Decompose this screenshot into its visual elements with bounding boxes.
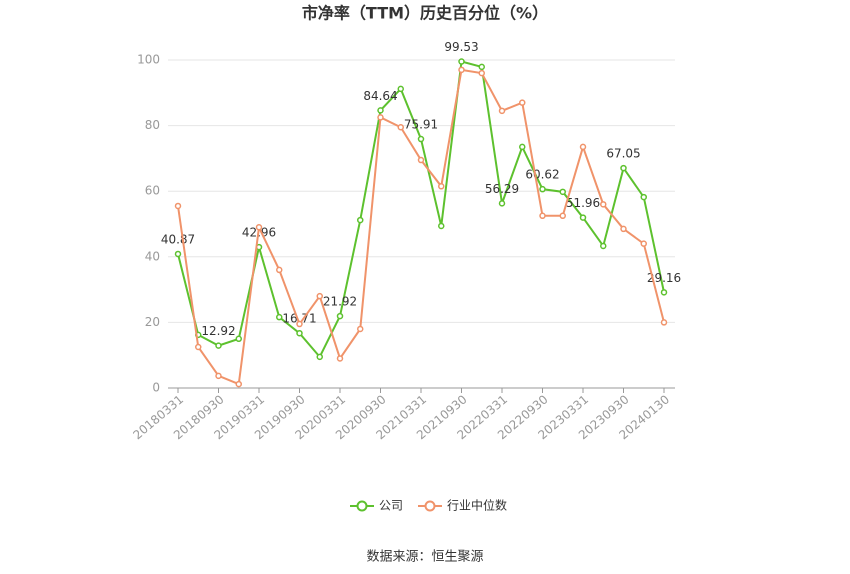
point bbox=[215, 372, 222, 380]
point bbox=[660, 319, 668, 326]
point bbox=[195, 343, 202, 351]
point bbox=[438, 222, 445, 230]
point bbox=[539, 212, 546, 220]
point bbox=[660, 289, 668, 296]
point bbox=[417, 135, 425, 143]
point bbox=[174, 250, 182, 258]
point bbox=[478, 69, 485, 77]
legend-marker bbox=[356, 500, 368, 512]
data-label: 56.29 bbox=[485, 182, 519, 196]
point bbox=[417, 156, 425, 164]
source: 数据来源：恒生聚源 bbox=[366, 550, 483, 565]
data-label: 60.62 bbox=[525, 168, 559, 182]
point bbox=[579, 214, 587, 221]
point bbox=[316, 292, 323, 300]
point bbox=[640, 193, 647, 201]
point bbox=[255, 224, 263, 231]
point bbox=[519, 99, 526, 106]
legend-label: 行业中位数 bbox=[447, 498, 507, 513]
y-tick-label: 80 bbox=[145, 118, 160, 132]
point bbox=[215, 342, 222, 349]
point bbox=[519, 143, 526, 151]
point bbox=[377, 114, 384, 121]
point bbox=[458, 58, 465, 65]
point bbox=[357, 216, 364, 224]
point bbox=[478, 63, 485, 71]
data-label: 99.53 bbox=[444, 40, 478, 54]
point bbox=[296, 320, 303, 328]
y-tick-label: 100 bbox=[137, 53, 160, 67]
point bbox=[438, 183, 445, 190]
point bbox=[174, 202, 182, 210]
point bbox=[316, 353, 323, 361]
data-label: 12.92 bbox=[201, 324, 235, 338]
point bbox=[357, 325, 364, 333]
data-label: 84.64 bbox=[363, 89, 397, 103]
y-tick-label: 60 bbox=[145, 184, 160, 198]
point bbox=[377, 107, 384, 114]
legend-marker bbox=[424, 500, 436, 512]
point bbox=[559, 212, 566, 220]
point bbox=[336, 355, 344, 362]
point bbox=[600, 201, 607, 208]
data-label: 40.87 bbox=[161, 232, 195, 246]
point bbox=[600, 242, 607, 250]
point bbox=[397, 85, 404, 93]
data-label: 21.92 bbox=[323, 295, 357, 309]
y-tick-label: 40 bbox=[145, 249, 160, 263]
data-label: 51.96 bbox=[566, 196, 600, 210]
data-label: 75.91 bbox=[404, 118, 438, 132]
point bbox=[620, 164, 627, 172]
point bbox=[620, 225, 627, 233]
point bbox=[579, 143, 587, 151]
point bbox=[559, 188, 566, 196]
point bbox=[397, 123, 404, 131]
point bbox=[458, 66, 465, 74]
point bbox=[640, 240, 647, 247]
point bbox=[498, 200, 506, 207]
legend-label: 公司 bbox=[379, 499, 403, 513]
chart-title: 市净率（TTM）历史百分位（%） bbox=[302, 4, 548, 23]
data-label: 29.16 bbox=[647, 271, 681, 285]
point bbox=[276, 266, 283, 274]
point bbox=[235, 380, 242, 388]
point bbox=[296, 329, 303, 337]
data-label: 16.71 bbox=[282, 312, 316, 326]
point bbox=[498, 107, 506, 115]
point bbox=[235, 335, 242, 343]
point bbox=[276, 313, 283, 321]
y-tick-label: 0 bbox=[152, 381, 160, 395]
data-label: 67.05 bbox=[606, 147, 640, 161]
y-tick-label: 20 bbox=[145, 315, 160, 329]
point bbox=[336, 312, 344, 320]
point bbox=[539, 185, 546, 193]
